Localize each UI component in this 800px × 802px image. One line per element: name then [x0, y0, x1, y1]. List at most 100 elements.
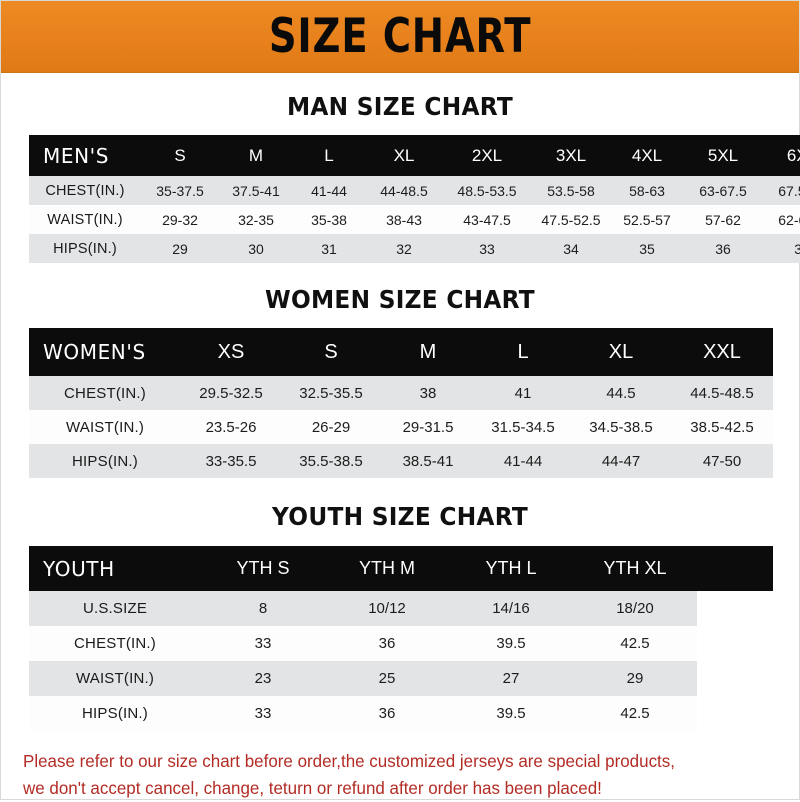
- women-hips-s: 35.5-38.5: [299, 452, 363, 470]
- men-hips-6xl: 37: [794, 240, 800, 257]
- youth-row-label-chest: CHEST(IN.): [74, 635, 156, 652]
- women-chest-l: 41: [514, 384, 532, 402]
- men-hips-s: 29: [172, 240, 188, 257]
- men-col-s: S: [141, 135, 219, 176]
- women-hips-xxl: 47-50: [702, 452, 742, 470]
- men-waist-3xl: 47.5-52.5: [541, 211, 601, 228]
- men-col-l: L: [293, 135, 365, 176]
- youth-waist-xl: 29: [626, 670, 644, 687]
- disclaimer-line-2: we don't accept cancel, change, teturn o…: [23, 778, 602, 799]
- women-size-table: WOMEN'S XS S M L XL XXL CHEST(IN.) 29.5-…: [29, 328, 773, 478]
- women-waist-xxl: 38.5-42.5: [690, 418, 754, 436]
- youth-hips-m: 36: [378, 705, 396, 722]
- men-chest-l: 41-44: [311, 182, 347, 199]
- table-row: HIPS(IN.) 29 30 31 32 33 34 35 36 37: [29, 234, 800, 263]
- section-women: WOMEN SIZE CHART WOMEN'S XS S M L XL X: [1, 263, 799, 478]
- women-hips-xl: 44-47: [601, 452, 641, 470]
- men-col-5xl: 5XL: [683, 135, 763, 176]
- youth-col-yth-s: YTH S: [201, 546, 325, 591]
- youth-row-label-us-size: U.S.SIZE: [82, 600, 148, 617]
- women-corner-label: WOMEN'S: [29, 328, 181, 376]
- youth-chest-m: 36: [378, 635, 396, 652]
- men-chest-6xl: 67.5-72: [778, 182, 800, 199]
- youth-row-spacer: [697, 626, 773, 661]
- youth-col-yth-l: YTH L: [449, 546, 573, 591]
- women-waist-m: 29-31.5: [402, 418, 454, 436]
- header-banner: SIZE CHART: [1, 1, 799, 73]
- youth-size-table: YOUTH YTH S YTH M YTH L YTH XL U.S.SIZE …: [29, 546, 773, 731]
- men-col-6xl: 6XL: [763, 135, 800, 176]
- youth-hips-s: 33: [254, 705, 272, 722]
- disclaimer-note: Please refer to our size chart before or…: [23, 748, 754, 802]
- women-chest-xxl: 44.5-48.5: [690, 384, 754, 402]
- men-hips-5xl: 36: [715, 240, 731, 257]
- chart-content: MAN SIZE CHART MEN'S S M L XL 2XL: [1, 73, 800, 802]
- youth-chest-xl: 42.5: [620, 635, 650, 652]
- men-chest-3xl: 53.5-58: [547, 182, 595, 199]
- table-row: WAIST(IN.) 23.5-26 26-29 29-31.5 31.5-34…: [29, 410, 773, 444]
- men-chest-s: 35-37.5: [156, 182, 204, 199]
- men-chest-5xl: 63-67.5: [699, 182, 747, 199]
- men-hips-xl: 32: [396, 240, 412, 257]
- men-col-3xl: 3XL: [531, 135, 611, 176]
- women-col-xl: XL: [571, 328, 671, 376]
- youth-waist-m: 25: [378, 670, 396, 687]
- youth-hips-l: 39.5: [496, 705, 526, 722]
- men-waist-5xl: 57-62: [705, 211, 741, 228]
- women-col-l: L: [475, 328, 571, 376]
- men-chest-4xl: 58-63: [629, 182, 665, 199]
- section-title-youth: YOUTH SIZE CHART: [271, 502, 528, 531]
- youth-row-spacer: [697, 591, 773, 626]
- men-waist-s: 29-32: [162, 211, 198, 228]
- table-row: U.S.SIZE 8 10/12 14/16 18/20: [29, 591, 773, 626]
- table-row: CHEST(IN.) 29.5-32.5 32.5-35.5 38 41 44.…: [29, 376, 773, 410]
- youth-row-spacer: [697, 661, 773, 696]
- youth-ussize-s: 8: [258, 600, 268, 617]
- men-col-4xl: 4XL: [611, 135, 683, 176]
- table-row: WAIST(IN.) 23 25 27 29: [29, 661, 773, 696]
- section-title-women: WOMEN SIZE CHART: [265, 285, 535, 314]
- women-col-xxl: XXL: [671, 328, 773, 376]
- women-row-label-chest: CHEST(IN.): [64, 384, 146, 402]
- men-waist-2xl: 43-47.5: [463, 211, 511, 228]
- section-title-men: MAN SIZE CHART: [286, 92, 514, 121]
- youth-ussize-xl: 18/20: [616, 600, 654, 617]
- men-hips-4xl: 35: [639, 240, 655, 257]
- men-waist-l: 35-38: [311, 211, 347, 228]
- table-row: WAIST(IN.) 29-32 32-35 35-38 38-43 43-47…: [29, 205, 800, 234]
- youth-ussize-l: 14/16: [492, 600, 530, 617]
- men-waist-4xl: 52.5-57: [623, 211, 671, 228]
- women-chest-xl: 44.5: [606, 384, 636, 402]
- women-chest-xs: 29.5-32.5: [199, 384, 263, 402]
- men-chest-2xl: 48.5-53.5: [457, 182, 517, 199]
- men-col-m: M: [219, 135, 293, 176]
- youth-ussize-m: 10/12: [368, 600, 406, 617]
- youth-col-yth-xl: YTH XL: [573, 546, 697, 591]
- women-hips-m: 38.5-41: [402, 452, 454, 470]
- women-chest-s: 32.5-35.5: [299, 384, 363, 402]
- men-waist-6xl: 62-66.5: [778, 211, 800, 228]
- women-waist-xl: 34.5-38.5: [589, 418, 653, 436]
- women-row-label-hips: HIPS(IN.): [72, 452, 138, 470]
- table-row: HIPS(IN.) 33 36 39.5 42.5: [29, 696, 773, 731]
- men-hips-3xl: 34: [563, 240, 579, 257]
- men-hips-2xl: 33: [479, 240, 495, 257]
- women-waist-s: 26-29: [311, 418, 351, 436]
- youth-row-spacer: [697, 696, 773, 731]
- table-row: CHEST(IN.) 35-37.5 37.5-41 41-44 44-48.5…: [29, 176, 800, 205]
- table-header-row: WOMEN'S XS S M L XL XXL: [29, 328, 773, 376]
- men-row-label-hips: HIPS(IN.): [53, 240, 117, 257]
- youth-col-yth-m: YTH M: [325, 546, 449, 591]
- youth-chest-l: 39.5: [496, 635, 526, 652]
- table-header-row: YOUTH YTH S YTH M YTH L YTH XL: [29, 546, 773, 591]
- women-chest-m: 38: [419, 384, 437, 402]
- table-row: HIPS(IN.) 33-35.5 35.5-38.5 38.5-41 41-4…: [29, 444, 773, 478]
- men-size-table: MEN'S S M L XL 2XL 3XL 4XL 5XL 6XL CHEST…: [29, 135, 800, 263]
- youth-corner-label: YOUTH: [29, 546, 201, 591]
- youth-hips-xl: 42.5: [620, 705, 650, 722]
- men-waist-xl: 38-43: [386, 211, 422, 228]
- women-waist-l: 31.5-34.5: [491, 418, 555, 436]
- youth-chest-s: 33: [254, 635, 272, 652]
- page-title: SIZE CHART: [268, 9, 532, 64]
